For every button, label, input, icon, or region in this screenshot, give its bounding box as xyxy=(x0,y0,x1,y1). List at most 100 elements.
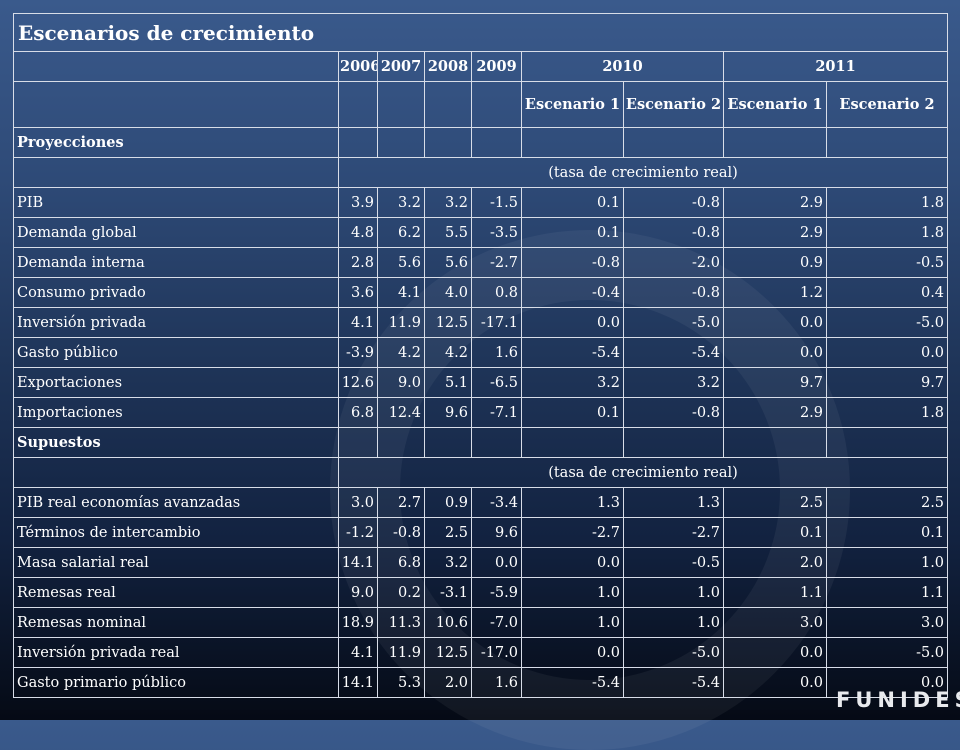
table-cell: -2.7 xyxy=(623,517,724,548)
row-label: PIB xyxy=(13,187,339,218)
year-2009: 2009 xyxy=(471,51,522,82)
row-label: Consumo privado xyxy=(13,277,339,308)
table-cell: 3.0 xyxy=(825,607,949,638)
table-cell: 0.0 xyxy=(521,637,624,668)
header-blank xyxy=(13,51,339,82)
row-label: Demanda global xyxy=(13,217,339,248)
table-cell: 1.6 xyxy=(471,337,522,368)
table-cell: 4.1 xyxy=(377,277,425,308)
table-row: Inversión privada 4.1 11.9 12.5 -17.1 0.0 -5.0… xyxy=(13,307,949,338)
table-cell: 3.2 xyxy=(424,187,472,218)
table-cell: 1.3 xyxy=(623,487,724,518)
table-cell: 3.0 xyxy=(723,607,827,638)
section-label: Supuestos xyxy=(13,427,339,458)
table-cell: -0.8 xyxy=(623,187,724,218)
table-row: Demanda interna 2.8 5.6 5.6 -2.7 -0.8 -2.0 0.9-… xyxy=(13,247,949,278)
scenario-header: Escenario 1 xyxy=(521,81,624,128)
table-cell: 3.9 xyxy=(338,187,378,218)
table-cell: -0.5 xyxy=(623,547,724,578)
table-cell: -2.7 xyxy=(521,517,624,548)
row-label: Gasto público xyxy=(13,337,339,368)
table-cell: -5.4 xyxy=(521,337,624,368)
row-label: Inversión privada real xyxy=(13,637,339,668)
table-cell: 2.5 xyxy=(424,517,472,548)
section-label: Proyecciones xyxy=(13,127,339,158)
table-cell: 4.2 xyxy=(377,337,425,368)
table-cell: 1.0 xyxy=(521,577,624,608)
table-cell: -0.4 xyxy=(521,277,624,308)
table-cell: 0.0 xyxy=(521,307,624,338)
table-cell: 11.3 xyxy=(377,607,425,638)
year-2007: 2007 xyxy=(377,51,425,82)
row-label: Masa salarial real xyxy=(13,547,339,578)
table-cell: 12.6 xyxy=(338,367,378,398)
table-cell: 0.0 xyxy=(825,667,949,698)
table-row: Exportaciones 12.6 9.0 5.1 -6.5 3.2 3.2 9.7 9.7 xyxy=(13,367,949,398)
year-2006: 2006 xyxy=(338,51,378,82)
table-cell: 2.7 xyxy=(377,487,425,518)
table-cell: 10.6 xyxy=(424,607,472,638)
table-cell: -3.1 xyxy=(424,577,472,608)
table-cell: 0.1 xyxy=(521,397,624,428)
table-cell: 9.7 xyxy=(723,367,827,398)
table-row: Remesas nominal 18.9 11.3 10.6 -7.0 1.0 1.0 3.0… xyxy=(13,607,949,638)
table-cell: -7.0 xyxy=(471,607,522,638)
table-cell: 0.9 xyxy=(424,487,472,518)
table-cell: 4.0 xyxy=(424,277,472,308)
table-cell: 1.0 xyxy=(825,547,949,578)
table-row: Importaciones 6.8 12.4 9.6 -7.1 0.1 -0.8 2.9 1.8 xyxy=(13,397,949,428)
section-row: Supuestos xyxy=(13,427,949,458)
table-cell: 1.2 xyxy=(723,277,827,308)
growth-scenarios-table: Escenarios de crecimiento 2006 2007 2008… xyxy=(12,13,949,698)
row-label: Términos de intercambio xyxy=(13,517,339,548)
table-cell: 11.9 xyxy=(377,307,425,338)
table-cell: 5.6 xyxy=(424,247,472,278)
table-row: Términos de intercambio -1.2 -0.8 2.5 9.6 -2.… xyxy=(13,517,949,548)
table-cell: 2.0 xyxy=(723,547,827,578)
table-row: Gasto primario público 14.1 5.3 2.0 1.6 -5.4-… xyxy=(13,667,949,698)
table-row: Demanda global 4.8 6.2 5.5 -3.5 0.1 -0.8 2.9 1.8 xyxy=(13,217,949,248)
table-cell: -0.8 xyxy=(377,517,425,548)
row-label: Importaciones xyxy=(13,397,339,428)
table-cell: 5.3 xyxy=(377,667,425,698)
table-cell: 6.8 xyxy=(338,397,378,428)
row-label: Gasto primario público xyxy=(13,667,339,698)
scenario-header-row: Escenario 1 Escenario 2 Escenario 1 Esce… xyxy=(13,81,949,128)
table-cell: 1.3 xyxy=(521,487,624,518)
table-cell: -0.5 xyxy=(825,247,949,278)
table-cell: -5.0 xyxy=(825,307,949,338)
year-header-row: 2006 2007 2008 2009 2010 2011 xyxy=(13,51,949,82)
table-cell: 1.8 xyxy=(825,217,949,248)
row-label: PIB real economías avanzadas xyxy=(13,487,339,518)
table-cell: 0.0 xyxy=(723,637,827,668)
table-cell: 2.9 xyxy=(723,217,827,248)
table-cell: 3.6 xyxy=(338,277,378,308)
table-cell: -5.9 xyxy=(471,577,522,608)
table-cell: -1.2 xyxy=(338,517,378,548)
table-cell: -2.0 xyxy=(623,247,724,278)
table-cell: 14.1 xyxy=(338,667,378,698)
table-cell: -5.4 xyxy=(521,667,624,698)
table-cell: -17.0 xyxy=(471,637,522,668)
scenario-header: Escenario 1 xyxy=(723,81,827,128)
unit-label: (tasa de crecimiento real) xyxy=(337,457,949,488)
table-cell: 6.2 xyxy=(377,217,425,248)
table-cell: 0.0 xyxy=(723,667,827,698)
scenario-header: Escenario 2 xyxy=(825,81,949,128)
table-cell: 2.8 xyxy=(338,247,378,278)
table-cell: 1.6 xyxy=(471,667,522,698)
table-cell: 0.2 xyxy=(377,577,425,608)
table-cell: -0.8 xyxy=(623,397,724,428)
table-cell: 4.1 xyxy=(338,637,378,668)
table-cell: -5.0 xyxy=(623,307,724,338)
table-cell: 1.1 xyxy=(723,577,827,608)
table-cell: 0.8 xyxy=(471,277,522,308)
table-cell: 1.0 xyxy=(623,607,724,638)
table-row: Masa salarial real 14.1 6.8 3.2 0.0 0.0 -0.5 2.… xyxy=(13,547,949,578)
table-row: PIB 3.9 3.2 3.2 -1.5 0.1 -0.8 2.9 1.8 xyxy=(13,187,949,218)
row-label: Remesas nominal xyxy=(13,607,339,638)
table-cell: 1.8 xyxy=(825,397,949,428)
table-cell: -5.0 xyxy=(825,637,949,668)
table-cell: 2.0 xyxy=(424,667,472,698)
table-title: Escenarios de crecimiento xyxy=(12,13,949,52)
